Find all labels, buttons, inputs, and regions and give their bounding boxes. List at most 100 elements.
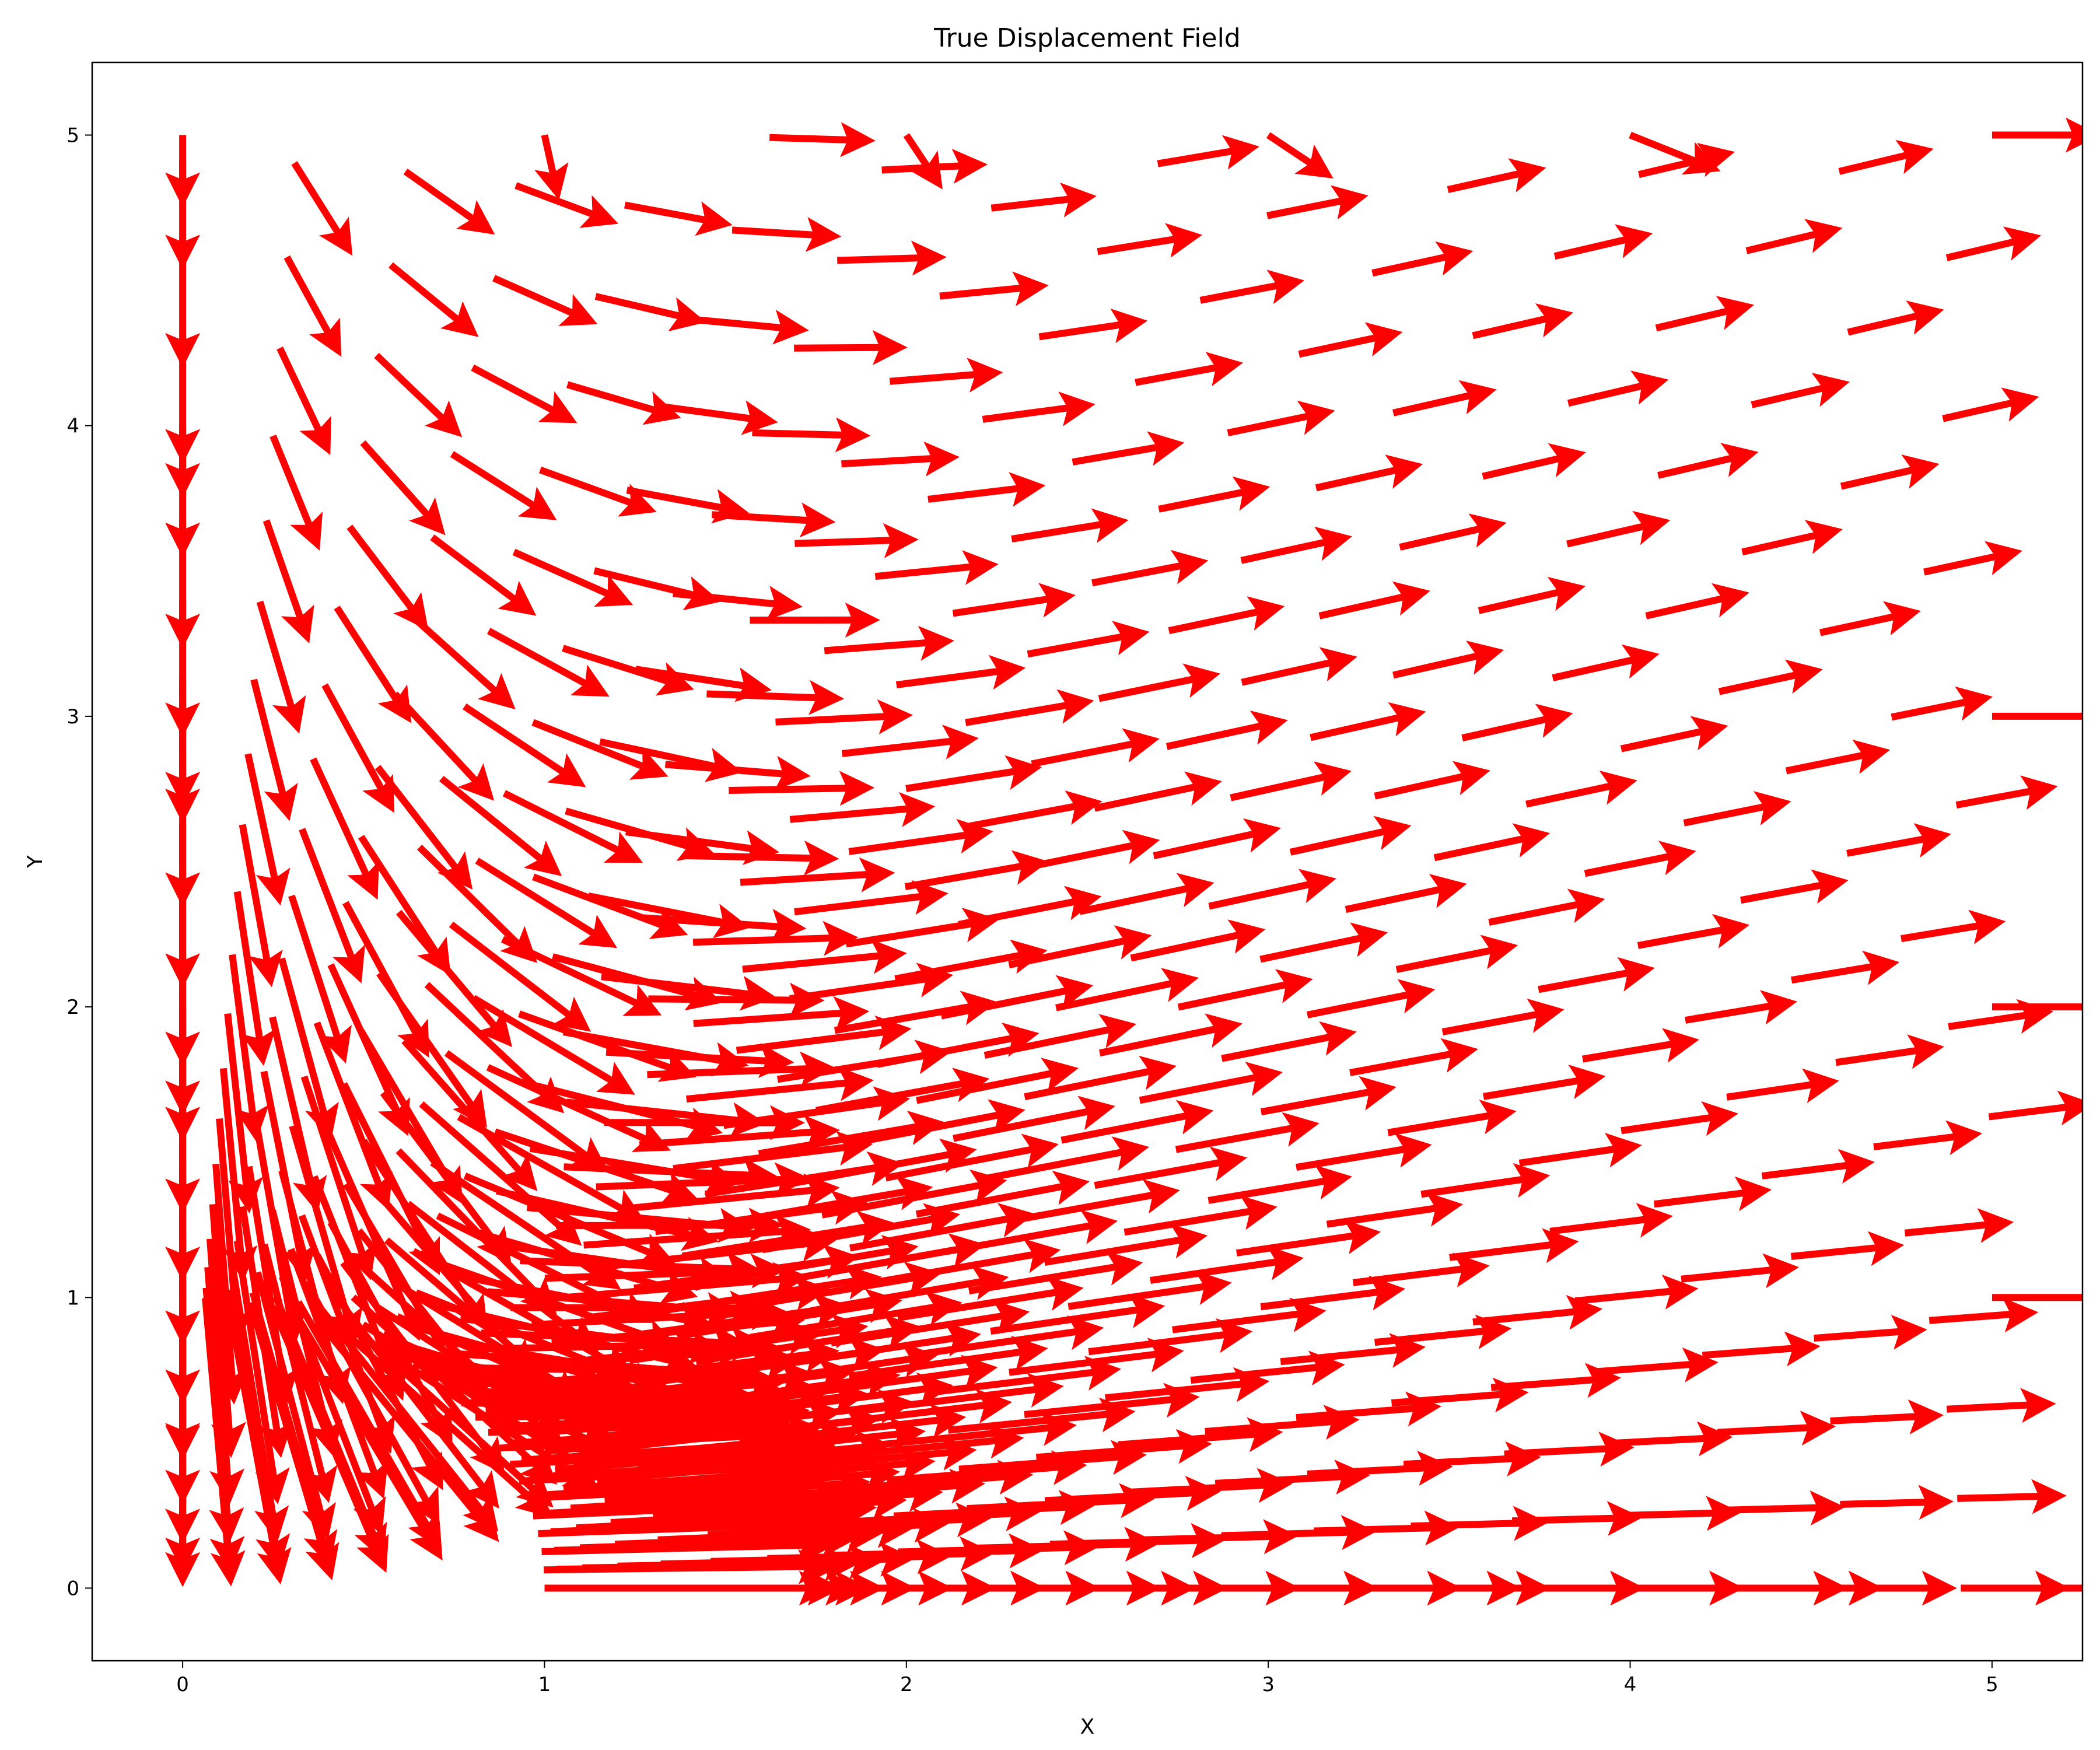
arrow (928, 472, 1046, 507)
arrow (471, 364, 578, 424)
arrow (752, 417, 871, 453)
y-axis: 0 1 2 3 4 5 (66, 124, 92, 1600)
arrow (1514, 1570, 1646, 1606)
arrow (810, 1265, 1009, 1314)
arrow (593, 567, 721, 611)
arrow (1957, 1479, 2067, 1514)
arrow (1374, 1314, 1512, 1350)
arrow (1205, 1405, 1360, 1440)
arrow (1296, 1391, 1442, 1427)
arrow (565, 807, 715, 861)
arrow (1208, 869, 1336, 910)
arrow (586, 1338, 840, 1386)
arrow (590, 1275, 830, 1321)
arrow (626, 487, 749, 524)
arrow (1410, 1506, 1549, 1541)
arrow (1945, 226, 2042, 261)
arrow (758, 1110, 944, 1157)
arrow (538, 1507, 828, 1542)
arrow (657, 1513, 912, 1548)
arrow (1139, 1062, 1283, 1104)
arrow (500, 1326, 767, 1362)
arrow (534, 134, 569, 201)
arrow (894, 939, 1048, 982)
arrow (1392, 380, 1497, 416)
arrow (1310, 702, 1426, 741)
arrow (570, 1475, 848, 1512)
arrow (968, 1251, 1143, 1294)
arrow (1525, 771, 1637, 808)
arrow (1488, 888, 1605, 926)
arrow (1094, 771, 1222, 812)
arrow (1230, 761, 1352, 802)
arrow (1791, 950, 1900, 985)
arrow (933, 1356, 1121, 1396)
arrow (982, 391, 1096, 426)
arrow (729, 771, 875, 806)
arrow (1172, 1297, 1326, 1334)
arrow (1221, 1515, 1377, 1550)
arrow (947, 1397, 1136, 1434)
arrow (917, 1315, 1104, 1358)
arrow (430, 1159, 621, 1290)
arrow (1441, 998, 1564, 1035)
arrow (610, 1293, 850, 1342)
arrow (1135, 1570, 1301, 1606)
arrow (1352, 1252, 1490, 1287)
arrow (958, 1440, 1147, 1475)
arrow (885, 1133, 1059, 1182)
arrow (1681, 1253, 1799, 1289)
arrow (656, 1265, 882, 1315)
arrow (639, 1115, 840, 1150)
arrow (1118, 1417, 1283, 1452)
arrow (863, 1373, 1064, 1414)
arrow (517, 1010, 696, 1082)
arrow (604, 1466, 871, 1505)
arrow (897, 1276, 1084, 1322)
y-tick-label: 1 (66, 1286, 79, 1310)
arrow (165, 518, 201, 649)
arrow (1024, 1055, 1177, 1101)
arrow (758, 1468, 985, 1504)
arrow (532, 873, 688, 939)
arrow (165, 1007, 201, 1116)
arrow (776, 1040, 952, 1083)
arrow (886, 1450, 1087, 1485)
arrow (1718, 659, 1823, 695)
arrow (1391, 1377, 1529, 1413)
arrow (810, 1423, 1024, 1462)
arrow (785, 1354, 998, 1400)
arrow (874, 1238, 1061, 1286)
arrow (606, 1043, 794, 1078)
arrow (327, 963, 410, 1136)
arrow (1314, 1510, 1460, 1546)
x-axis: 0 1 2 3 4 5 (176, 1661, 1999, 1696)
arrow (233, 891, 276, 1066)
arrow (463, 704, 586, 788)
arrow (1549, 1203, 1673, 1238)
arrow (841, 441, 960, 477)
arrow (206, 1238, 244, 1505)
arrow (895, 654, 1026, 690)
arrow (1088, 1318, 1253, 1356)
arrow (915, 1170, 1090, 1218)
arrow (794, 330, 908, 365)
arrow (627, 1405, 881, 1450)
arrow (695, 1447, 936, 1486)
arrow (953, 1096, 1115, 1142)
arrow (727, 1372, 953, 1419)
arrow (165, 254, 201, 368)
arrow (1392, 640, 1504, 679)
arrow (327, 1287, 499, 1509)
arrow (1266, 132, 1334, 178)
arrow (706, 1235, 919, 1286)
arrow (1091, 550, 1209, 587)
arrow (563, 1453, 840, 1493)
arrow (903, 133, 943, 190)
arrow (1683, 791, 1791, 827)
arrow (1387, 1100, 1517, 1136)
arrow (1472, 303, 1574, 340)
arrow (1873, 1120, 1983, 1156)
arrow (1819, 601, 1921, 636)
